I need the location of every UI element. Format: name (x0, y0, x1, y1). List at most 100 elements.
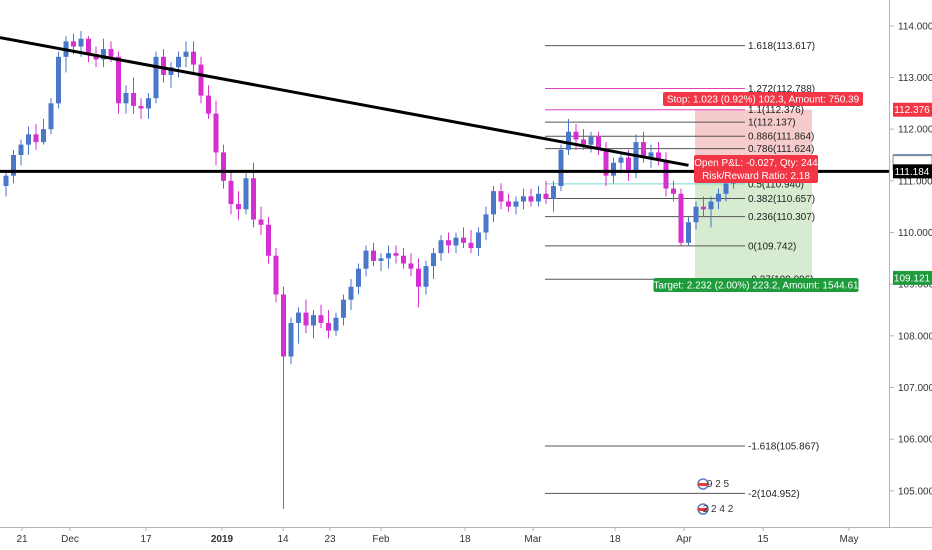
y-tick-label: 114.000 (898, 21, 932, 32)
x-tick-label: 21 (16, 534, 28, 545)
price-tag-bg (893, 164, 932, 179)
candle-body (326, 322, 331, 331)
candle-body (131, 93, 136, 106)
price-tag-text: 111.353 (895, 158, 930, 169)
event-markers: 9 2 5 2 2 4 2 (697, 478, 734, 515)
event-flag[interactable]: 2 2 4 2 (697, 503, 734, 515)
candle-body (86, 38, 91, 55)
candle (438, 235, 444, 261)
candle (48, 98, 54, 135)
candle-body (633, 142, 639, 174)
fib-label: 1.272(112.788) (748, 84, 815, 95)
candle-body (461, 237, 466, 243)
pnl-box-bg (694, 155, 818, 183)
candle (161, 49, 166, 83)
candle-body (341, 299, 346, 318)
candle-body (371, 250, 376, 261)
candle-body (678, 193, 684, 243)
candle-body (648, 152, 654, 158)
candle-body (123, 93, 129, 104)
candle-body (596, 136, 601, 150)
candle (266, 217, 271, 264)
candles (3, 31, 736, 509)
fib-label: 0.5(110.940) (748, 179, 804, 190)
candle-body (513, 201, 519, 207)
candle-body (251, 178, 256, 220)
candle-body (258, 219, 264, 225)
candle-body (183, 51, 189, 57)
x-tick-label: 18 (459, 534, 471, 545)
candle-body (356, 268, 361, 287)
candle-body (71, 41, 76, 47)
price-axis[interactable]: 114.000 113.000 112.000 111.000 110.000 109.0… (889, 21, 932, 497)
candle (521, 188, 526, 210)
candle (491, 186, 496, 223)
candle-body (431, 253, 436, 267)
candle (461, 227, 466, 248)
candle (221, 144, 226, 189)
price-tag-bg (893, 270, 932, 285)
fib-label: 0.382(110.657) (748, 194, 815, 205)
candle (198, 56, 204, 104)
candle-body (626, 157, 631, 174)
candle-body (198, 64, 204, 96)
candle (341, 294, 346, 326)
candle-body (701, 206, 706, 210)
candle (371, 242, 376, 267)
candle (618, 152, 624, 174)
candle (356, 263, 361, 295)
candle (528, 188, 534, 207)
candle-body (566, 131, 571, 150)
candle (41, 118, 46, 145)
candle (423, 260, 429, 295)
candle-body (48, 103, 54, 130)
candle (296, 307, 301, 344)
candle (588, 131, 594, 153)
candle-body (348, 286, 354, 300)
candle (168, 62, 174, 88)
x-tick-label: 2019 (211, 534, 234, 545)
fib-label: 1.618(113.617) (748, 41, 815, 52)
event-flag[interactable]: 9 2 5 (697, 478, 730, 490)
flag-stripe (698, 508, 708, 511)
candle-body (693, 206, 699, 223)
price-tag: 109.121 (893, 270, 932, 285)
candle (386, 245, 391, 269)
candle (543, 180, 549, 205)
candle-body (138, 105, 144, 109)
candle (183, 41, 189, 68)
time-axis[interactable]: 21 Dec 17 2019 14 23 Feb 18 Mar 18 Apr 15 May (16, 527, 858, 545)
candle (558, 144, 564, 192)
fibonacci-levels: 1.618(113.617) 1.272(112.788) 1.1(112.376)… (545, 41, 819, 500)
candle (153, 51, 159, 104)
candle (303, 299, 309, 334)
candle (401, 248, 406, 269)
candle (3, 170, 9, 197)
candle (656, 142, 661, 166)
candle (551, 180, 556, 212)
price-tag-text: 109.121 (894, 273, 931, 284)
candle-body (603, 149, 609, 176)
event-label: 2 2 4 2 (703, 504, 734, 515)
candle (708, 196, 714, 228)
candle (378, 253, 384, 272)
candle (176, 51, 181, 78)
candle-body (401, 255, 406, 264)
stop-label: Stop: 1.023 (0.92%) 102.3, Amount: 750.3… (663, 92, 863, 106)
downtrend-line[interactable] (0, 36, 689, 167)
flag-stripe (698, 483, 708, 486)
candle-body (408, 263, 414, 269)
candle-body (573, 131, 579, 140)
candle-body (221, 152, 226, 181)
candle-body (506, 201, 511, 207)
candle (131, 77, 136, 114)
candle (506, 193, 511, 212)
candle-body (296, 312, 301, 323)
candle (333, 312, 339, 336)
candle (678, 188, 684, 246)
x-tick-label: May (840, 534, 859, 545)
candle-body (101, 49, 106, 60)
candle-body (423, 266, 429, 287)
